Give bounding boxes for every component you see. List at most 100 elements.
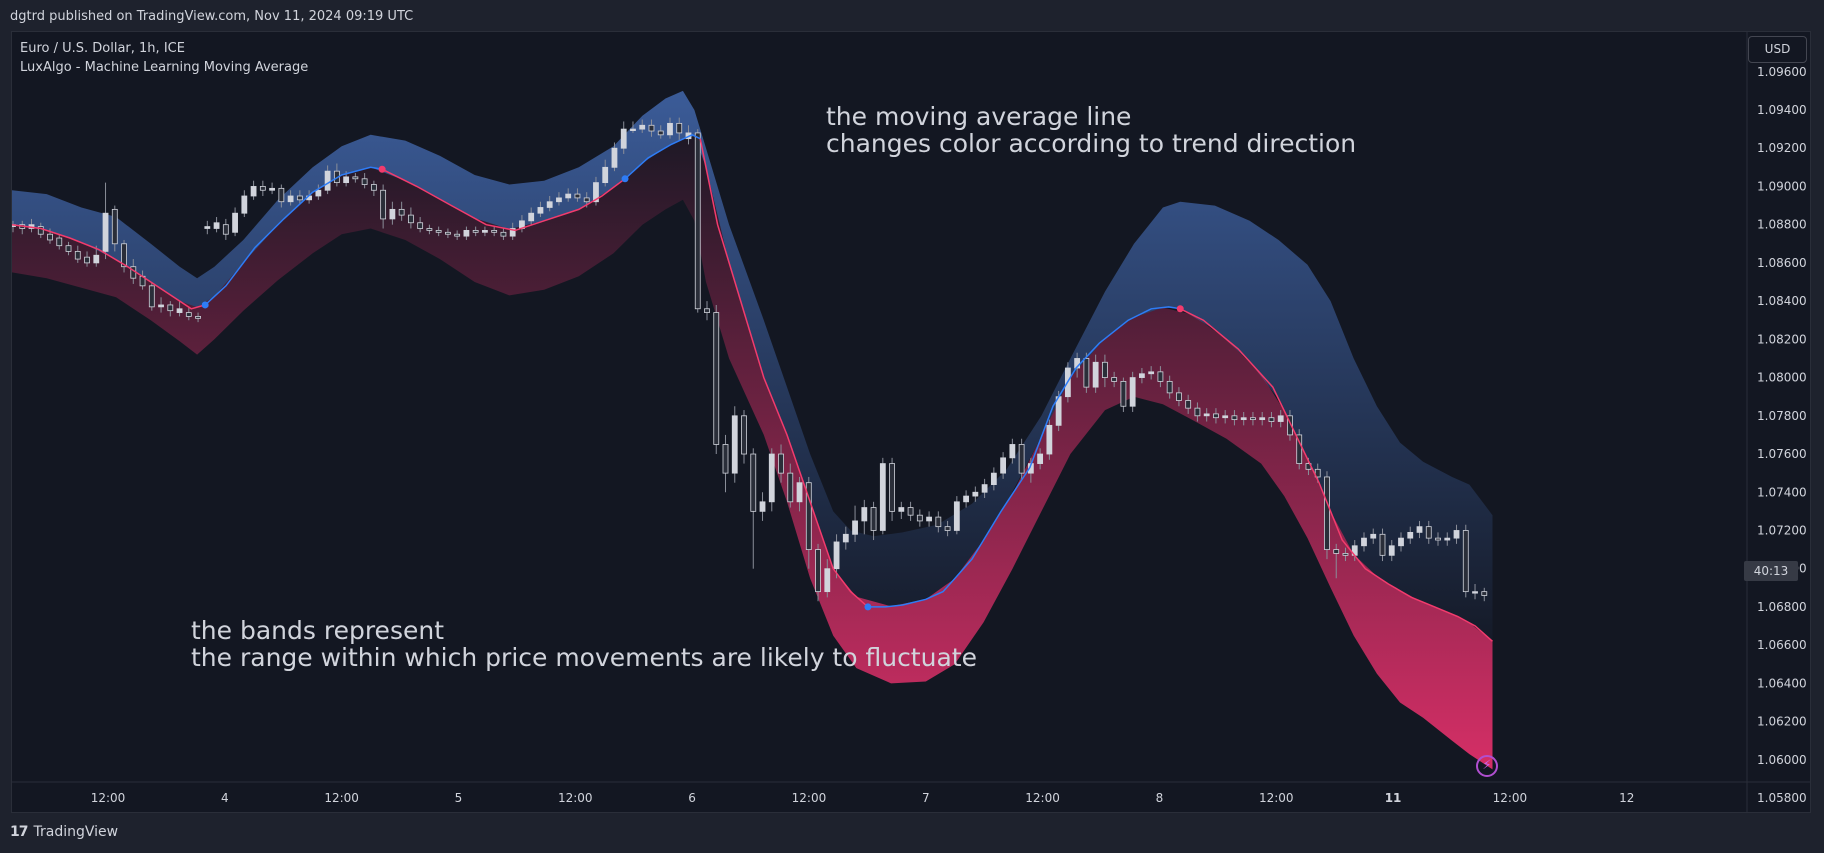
signal-dot xyxy=(1176,305,1184,313)
candle-body xyxy=(417,222,424,229)
candle-body xyxy=(546,201,553,208)
candle-body xyxy=(768,453,775,503)
candle-body xyxy=(750,453,757,512)
annotation-ma[interactable]: the moving average line changes color ac… xyxy=(826,103,1356,157)
candle-body xyxy=(74,251,81,260)
candle xyxy=(454,230,461,240)
candle-body xyxy=(1166,380,1173,394)
chart-frame[interactable]: 1.09600 1.09400 1.09200 1.09000 1.08800 1.086… xyxy=(11,31,1811,813)
candle-body xyxy=(222,224,229,235)
candle xyxy=(195,312,201,323)
candle xyxy=(324,165,331,195)
candle xyxy=(620,121,627,154)
candle xyxy=(750,448,757,569)
candle-body xyxy=(343,176,350,184)
tradingview-brand[interactable]: 17 TradingView xyxy=(10,824,118,840)
candle xyxy=(232,207,238,237)
candle xyxy=(1009,438,1016,464)
candle-body xyxy=(1120,380,1127,407)
candle xyxy=(981,478,988,498)
footer-bar: 17 TradingView xyxy=(0,813,1824,853)
candle-body xyxy=(1435,537,1441,541)
candle-body xyxy=(852,520,858,535)
candle xyxy=(824,559,831,598)
candle xyxy=(1250,411,1256,426)
candle xyxy=(417,217,424,233)
candle xyxy=(657,125,664,139)
candle xyxy=(713,304,720,455)
candle-body xyxy=(167,304,174,312)
candle xyxy=(509,222,516,240)
candle xyxy=(435,226,442,237)
candle xyxy=(741,410,747,464)
y-tick-label: 1.06800 xyxy=(1757,600,1807,614)
candle-body xyxy=(121,243,127,268)
candle-body xyxy=(602,166,609,184)
chart-plot[interactable]: 1.09600 1.09400 1.09200 1.09000 1.08800 1.086… xyxy=(12,32,1810,812)
candle-body xyxy=(195,316,201,319)
y-tick-label: 1.05800 xyxy=(1757,791,1807,805)
candle-body xyxy=(1425,526,1432,539)
candle xyxy=(445,228,451,239)
chart-legend: Euro / U.S. Dollar, 1h, ICE LuxAlgo - Ma… xyxy=(20,39,308,77)
candle xyxy=(667,117,673,139)
x-tick-label: 12:00 xyxy=(792,791,827,805)
candle-body xyxy=(722,444,729,474)
y-tick-label: 1.07400 xyxy=(1757,485,1807,499)
legend-indicator[interactable]: LuxAlgo - Machine Learning Moving Averag… xyxy=(20,60,309,75)
candle-body xyxy=(787,472,794,503)
annotation-bands[interactable]: the bands represent the range within whi… xyxy=(191,617,977,671)
candle-body xyxy=(1101,361,1108,378)
candle-body xyxy=(435,229,442,233)
candle xyxy=(1176,387,1182,407)
tradingview-logo-icon: 17 xyxy=(10,824,29,840)
x-tick-label: 4 xyxy=(221,791,229,805)
candle-body xyxy=(1379,533,1386,556)
candle-body xyxy=(93,254,100,264)
candle-body xyxy=(694,132,701,310)
candle-body xyxy=(1157,371,1164,382)
brand-label: TradingView xyxy=(33,824,119,840)
candle-body xyxy=(667,122,673,136)
candle xyxy=(167,301,174,317)
candle xyxy=(500,228,507,240)
candle-body xyxy=(898,507,905,512)
candle-body xyxy=(509,228,516,237)
candle-body xyxy=(111,208,118,245)
x-tick-label: 6 xyxy=(688,791,696,805)
candle xyxy=(352,173,359,183)
candle xyxy=(1379,528,1386,562)
candle xyxy=(1472,583,1478,600)
candle xyxy=(1268,411,1275,428)
candle xyxy=(1037,448,1044,470)
y-tick-label: 1.08800 xyxy=(1757,218,1807,232)
candle-body xyxy=(1472,591,1478,594)
x-tick-label: 12:00 xyxy=(324,791,359,805)
candle-body xyxy=(1324,476,1330,550)
candle-body xyxy=(842,533,849,543)
candle xyxy=(65,241,72,256)
candle-body xyxy=(1111,377,1118,382)
publish-text: dgtrd published on TradingView.com, Nov … xyxy=(10,9,414,24)
candle xyxy=(1213,408,1219,424)
candle-body xyxy=(1129,377,1136,407)
y-tick-label: 1.06600 xyxy=(1757,638,1807,652)
legend-symbol[interactable]: Euro / U.S. Dollar, 1h, ICE xyxy=(20,41,185,56)
candle-body xyxy=(454,233,461,237)
x-tick-label: 12:00 xyxy=(1259,791,1294,805)
candle xyxy=(287,190,294,206)
currency-button[interactable]: USD xyxy=(1748,36,1807,63)
candle xyxy=(722,434,729,493)
candle-body xyxy=(926,516,932,522)
candle xyxy=(1388,540,1395,562)
candle xyxy=(74,245,81,263)
y-tick-label: 1.09600 xyxy=(1757,65,1807,79)
candle-body xyxy=(213,222,220,229)
lightning-icon[interactable]: ⚡ xyxy=(1476,755,1498,777)
candle xyxy=(84,251,90,267)
candle-body xyxy=(1000,457,1007,474)
candle-body xyxy=(1333,549,1340,554)
candle-body xyxy=(611,147,618,168)
candle-body xyxy=(158,304,164,308)
candle xyxy=(1277,410,1284,428)
